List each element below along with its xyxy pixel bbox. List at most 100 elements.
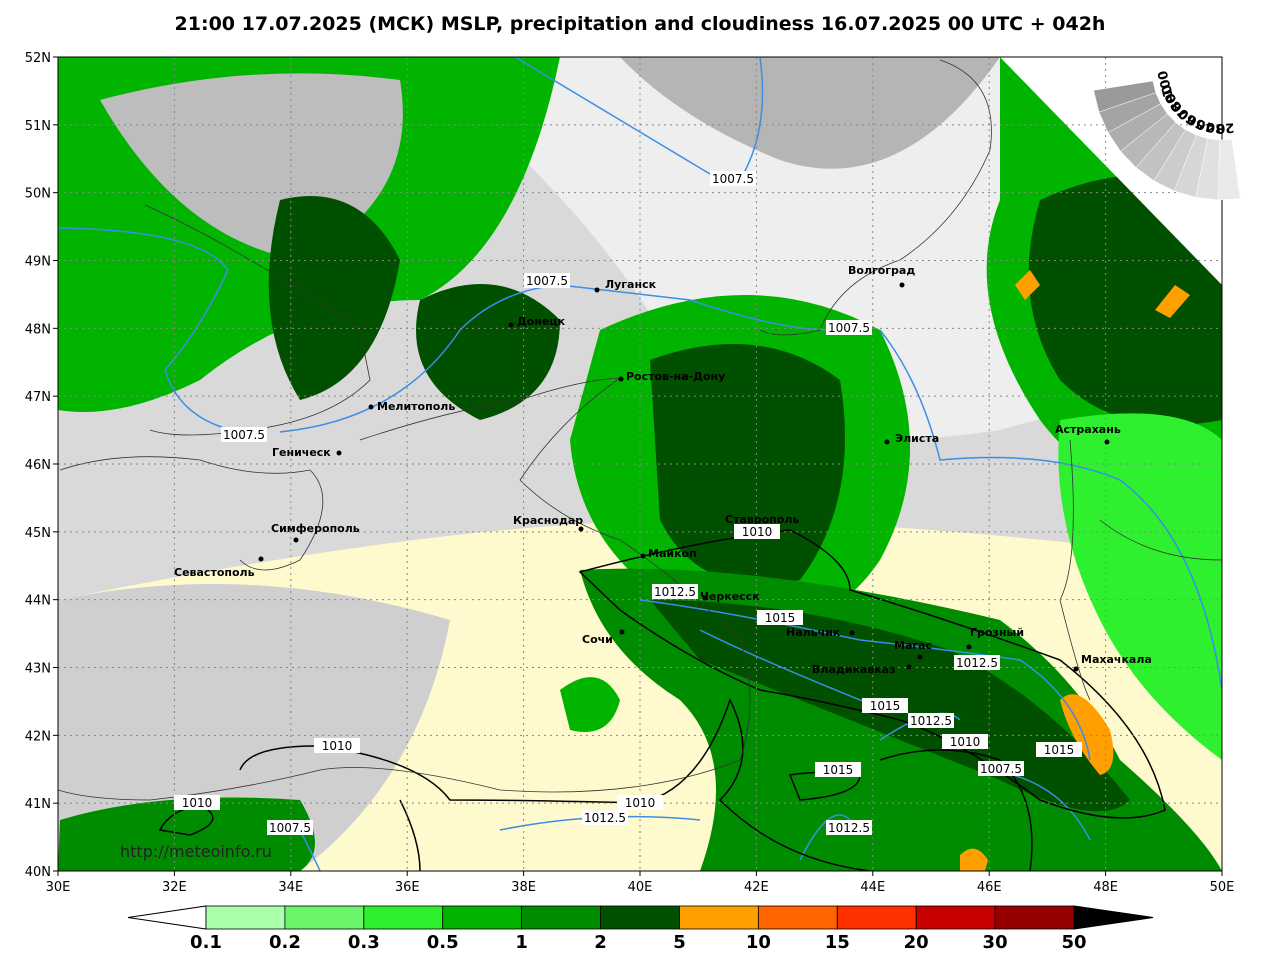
city-label: Махачкала <box>1081 653 1152 666</box>
isobar-label-bg <box>710 171 756 186</box>
lon-label: 44E <box>860 880 885 895</box>
legend-label: 2 <box>594 932 607 953</box>
lat-label: 49N <box>25 255 51 270</box>
isobar-label-bg <box>524 273 570 288</box>
lat-label: 48N <box>25 322 51 337</box>
lat-label: 52N <box>25 51 51 66</box>
city-dot <box>1073 666 1079 672</box>
lon-label: 46E <box>977 880 1002 895</box>
isobar-label-bg <box>954 655 1000 670</box>
legend-label: 0.3 <box>348 932 380 953</box>
legend-label: 10 <box>746 932 771 953</box>
isobar-label: 1007.5 <box>526 274 568 288</box>
city-dot <box>702 595 708 601</box>
city-label: Ставрополь <box>725 513 799 526</box>
city-dot <box>258 556 264 562</box>
lon-label: 36E <box>395 880 420 895</box>
lat-label: 46N <box>25 458 51 473</box>
title: 21:00 17.07.2025 (МСК) MSLP, precipitati… <box>175 13 1106 35</box>
isobar-label-bg <box>267 820 313 835</box>
city-dot <box>917 654 923 660</box>
legend-label: 0.5 <box>427 932 459 953</box>
city-label: Нальчик <box>786 626 841 639</box>
city-label: Ростов-на-Дону <box>626 370 725 383</box>
isobar-label: 1010 <box>742 525 773 539</box>
cloud-label: 90 <box>1159 82 1180 105</box>
city-label: Астрахань <box>1055 423 1121 436</box>
city-label: Магас <box>894 639 932 652</box>
legend-swatch <box>836 905 917 930</box>
source-url: http://meteoinfo.ru <box>120 842 272 861</box>
city-dot <box>368 404 374 410</box>
city-dot <box>1104 439 1110 445</box>
cloud-label: 100 <box>1156 69 1177 99</box>
isobar-label-bg <box>734 524 780 539</box>
lat-label: 42N <box>25 729 51 744</box>
cloud-label: 30 <box>1205 119 1225 136</box>
legend-label: 5 <box>673 932 686 953</box>
graticule: 52N51N50N49N48N47N46N45N44N43N42N41N40N3… <box>25 51 1235 895</box>
legend-label: 30 <box>983 932 1008 953</box>
city-dot <box>508 322 514 328</box>
legend-label: 50 <box>1061 932 1086 953</box>
city-label: Мелитополь <box>377 400 455 413</box>
city-dot <box>906 664 912 670</box>
legend-swatch <box>363 905 444 930</box>
lon-label: 32E <box>162 880 187 895</box>
lon-label: 38E <box>511 880 536 895</box>
isobar-label: 1010 <box>950 735 981 749</box>
city-label: Элиста <box>895 432 939 445</box>
isobar-label-bg <box>652 584 698 599</box>
isobar-label-bg <box>826 820 872 835</box>
lon-label: 40E <box>628 880 653 895</box>
isobar-label: 1012.5 <box>654 585 696 599</box>
isobar-label: 1010 <box>182 796 213 810</box>
legend-label: 1 <box>515 932 528 953</box>
city-label: Владикавказ <box>812 663 896 676</box>
city-dot <box>884 439 890 445</box>
lon-label: 30E <box>46 880 71 895</box>
lon-label: 50E <box>1210 880 1235 895</box>
city-label: Черкесск <box>700 590 760 603</box>
legend-swatch <box>757 905 838 930</box>
lat-label: 47N <box>25 390 51 405</box>
lat-label: 41N <box>25 797 51 812</box>
city-label: Грозный <box>970 626 1024 639</box>
isobar-label-bg <box>862 698 908 713</box>
isobar-label-bg <box>314 738 360 753</box>
isobar-label-bg <box>1036 742 1082 757</box>
legend-label: 20 <box>904 932 929 953</box>
legend-swatch <box>915 905 996 930</box>
legend-label: 0.2 <box>269 932 301 953</box>
legend-swatch <box>679 905 759 930</box>
isobar-label-bg <box>826 320 872 335</box>
city-label: Севастополь <box>174 566 255 579</box>
city-label: Майкоп <box>648 547 697 560</box>
isobar-label-bg <box>815 762 861 777</box>
city-dot <box>578 526 584 532</box>
legend-label: 15 <box>825 932 850 953</box>
isobar-label-bg <box>582 810 628 825</box>
isobar-label: 1012.5 <box>910 714 952 728</box>
plot-frame <box>57 56 1223 872</box>
lat-label: 43N <box>25 662 51 677</box>
lat-label: 51N <box>25 119 51 134</box>
legend-low-arrow <box>127 905 207 930</box>
cloud-label: 40 <box>1195 115 1217 135</box>
isobar-label: 1007.5 <box>712 172 754 186</box>
cloud-swatch <box>1217 139 1241 201</box>
isobar-label: 1010 <box>625 796 656 810</box>
field <box>58 57 1222 871</box>
cloud-label: 50 <box>1185 111 1208 133</box>
isobar-label: 1015 <box>823 763 854 777</box>
isobar-label: 1012.5 <box>584 811 626 825</box>
city-dot <box>966 644 972 650</box>
city-label: Геническ <box>272 446 331 459</box>
legend-swatch <box>600 905 680 930</box>
isobar-label: 1010 <box>322 739 353 753</box>
legend-swatch <box>521 905 601 930</box>
isobar-label: 1007.5 <box>980 762 1022 776</box>
city-dot <box>640 553 646 559</box>
lon-label: 48E <box>1093 880 1118 895</box>
